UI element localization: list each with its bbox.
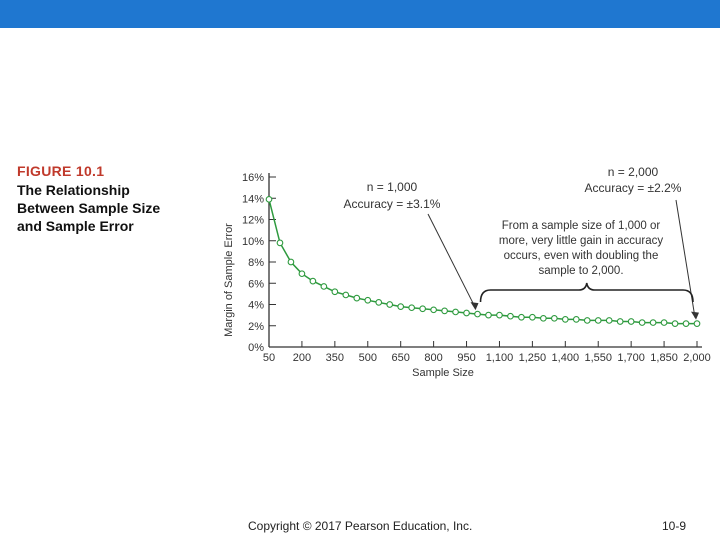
bracket-text-line: From a sample size of 1,000 or xyxy=(502,220,661,232)
data-point xyxy=(572,316,580,323)
y-tick-label: 8% xyxy=(248,257,264,269)
x-axis-label: Sample Size xyxy=(412,367,474,379)
data-point xyxy=(298,270,306,278)
y-tick-label: 6% xyxy=(248,278,264,290)
annotation-accuracy1000: Accuracy = ±3.1% xyxy=(344,197,441,211)
y-tick-label: 16% xyxy=(242,172,264,184)
data-point xyxy=(441,307,448,315)
page-number: 10-9 xyxy=(662,519,687,533)
x-tick-label: 350 xyxy=(326,352,344,364)
y-tick-label: 0% xyxy=(248,342,264,354)
data-point xyxy=(408,304,416,312)
data-point xyxy=(594,317,602,324)
data-point xyxy=(638,319,646,326)
data-point xyxy=(627,318,635,325)
bracket-text-line: more, very little gain in accuracy xyxy=(499,235,664,247)
data-point xyxy=(375,299,383,306)
y-tick-label: 12% xyxy=(242,215,264,227)
data-point xyxy=(364,296,372,304)
data-point xyxy=(649,319,657,326)
x-tick-label: 2,000 xyxy=(683,352,711,364)
data-point xyxy=(605,317,613,324)
data-point xyxy=(452,308,459,316)
data-point xyxy=(507,312,514,320)
x-tick-label: 1,550 xyxy=(584,352,612,364)
y-tick-label: 4% xyxy=(248,300,264,312)
figure-title-block: FIGURE 10.1 The Relationship Between Sam… xyxy=(17,163,217,235)
data-point xyxy=(320,283,328,290)
data-point xyxy=(463,309,470,317)
y-tick-label: 2% xyxy=(248,321,264,333)
copyright-footer: Copyright © 2017 Pearson Education, Inc. xyxy=(248,519,473,533)
data-point xyxy=(660,319,668,326)
data-point xyxy=(583,317,591,324)
arrowhead-n2000 xyxy=(691,311,699,320)
x-tick-label: 650 xyxy=(392,352,410,364)
x-tick-label: 50 xyxy=(263,352,275,364)
data-point xyxy=(397,303,405,310)
arrow-n1000 xyxy=(427,213,476,309)
data-point xyxy=(265,195,273,203)
data-point xyxy=(474,310,481,318)
data-point xyxy=(331,288,339,296)
x-tick-label: 200 xyxy=(293,352,311,364)
data-point xyxy=(540,314,547,322)
data-point xyxy=(485,311,492,319)
data-point xyxy=(529,313,536,321)
bracket-text-line: sample to 2,000. xyxy=(538,265,623,277)
x-tick-label: 950 xyxy=(457,352,475,364)
figure-caption: The Relationship Between Sample Size and… xyxy=(17,182,161,234)
data-point xyxy=(693,320,701,327)
data-point xyxy=(671,320,679,327)
data-point xyxy=(550,314,558,322)
x-tick-label: 1,400 xyxy=(552,352,580,364)
top-accent-bar xyxy=(0,0,720,28)
y-tick-label: 10% xyxy=(242,236,264,248)
annotation-accuracy2000: Accuracy = ±2.2% xyxy=(585,181,682,195)
y-tick-label: 14% xyxy=(242,193,264,205)
x-tick-label: 500 xyxy=(359,352,377,364)
bracket-text-line: occurs, even with doubling the xyxy=(504,250,659,262)
data-point xyxy=(309,277,317,285)
data-point xyxy=(353,294,361,302)
data-point xyxy=(386,301,394,308)
x-tick-label: 800 xyxy=(424,352,442,364)
arrowhead-n1000 xyxy=(470,302,479,311)
x-tick-label: 1,700 xyxy=(617,352,645,364)
x-tick-label: 1,100 xyxy=(486,352,514,364)
data-point xyxy=(682,320,690,327)
data-point xyxy=(616,318,624,325)
annotation-n1000: n = 1,000 xyxy=(367,180,418,194)
figure-label: FIGURE 10.1 xyxy=(17,163,105,179)
data-point xyxy=(287,258,295,266)
arrow-n2000 xyxy=(675,199,696,318)
data-point xyxy=(496,311,503,319)
y-axis-label: Margin of Sample Error xyxy=(223,223,235,337)
data-point xyxy=(430,306,437,314)
data-point xyxy=(276,239,284,247)
data-point xyxy=(561,316,569,323)
data-point xyxy=(518,313,525,321)
series-line xyxy=(268,199,697,325)
curly-bracket xyxy=(479,282,694,303)
x-tick-label: 1,250 xyxy=(519,352,547,364)
data-point xyxy=(342,291,350,299)
annotation-n2000: n = 2,000 xyxy=(608,165,659,179)
data-point xyxy=(419,305,426,313)
x-tick-label: 1,850 xyxy=(650,352,678,364)
